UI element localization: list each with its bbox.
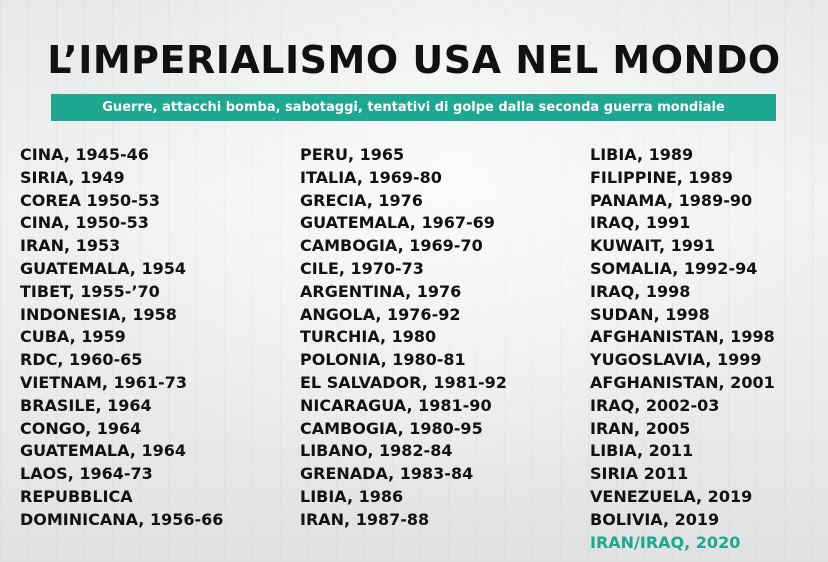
- list-item: FILIPPINE, 1989: [590, 167, 733, 187]
- list-item: VIETNAM, 1961-73: [20, 372, 187, 392]
- list-item: PANAMA, 1989-90: [590, 190, 753, 210]
- subtitle-text: Guerre, attacchi bomba, sabotaggi, tenta…: [102, 100, 725, 115]
- subtitle-banner: Guerre, attacchi bomba, sabotaggi, tenta…: [51, 94, 776, 121]
- list-item: REPUBBLICA: [20, 486, 133, 506]
- list-item: POLONIA, 1980-81: [300, 350, 466, 370]
- list-item: GUATEMALA, 1964: [20, 441, 186, 461]
- list-item: CAMBOGIA, 1969-70: [300, 236, 483, 256]
- list-item: IRAN, 1953: [20, 236, 121, 256]
- list-item: GRECIA, 1976: [300, 190, 423, 210]
- list-item: LAOS, 1964-73: [20, 464, 153, 484]
- list-item: CINA, 1950-53: [20, 213, 149, 233]
- list-item-highlighted: IRAN/IRAQ, 2020: [590, 532, 741, 552]
- list-item: LIBIA, 1989: [590, 145, 694, 164]
- list-item: IRAQ, 1998: [590, 281, 691, 301]
- list-item: CAMBOGIA, 1980-95: [300, 418, 483, 438]
- list-item: CUBA, 1959: [20, 327, 126, 347]
- list-item: GUATEMALA, 1954: [20, 258, 186, 278]
- list-item: YUGOSLAVIA, 1999: [590, 350, 762, 370]
- page-title: L’IMPERIALISMO USA NEL MONDO: [47, 38, 781, 82]
- list-item: GRENADA, 1983-84: [300, 464, 474, 484]
- list-item: BOLIVIA, 2019: [590, 509, 720, 529]
- list-item: IRAN, 2005: [590, 418, 691, 438]
- list-item: TIBET, 1955-’70: [20, 281, 160, 301]
- list-item: VENEZUELA, 2019: [590, 486, 753, 506]
- list-item: ITALIA, 1969-80: [300, 167, 442, 187]
- list-item: DOMINICANA, 1956-66: [20, 509, 224, 529]
- list-item: CINA, 1945-46: [20, 145, 149, 164]
- list-item: ARGENTINA, 1976: [300, 281, 462, 301]
- list-item: INDONESIA, 1958: [20, 304, 177, 324]
- list-item: SIRIA, 1949: [20, 167, 125, 187]
- list-item: BRASILE, 1964: [20, 395, 152, 415]
- list-item: SIRIA 2011: [590, 464, 689, 484]
- list-item: IRAN, 1987-88: [300, 509, 430, 529]
- list-item: LIBIA, 2011: [590, 441, 694, 461]
- list-item: GUATEMALA, 1967-69: [300, 213, 495, 233]
- list-item: SUDAN, 1998: [590, 304, 710, 324]
- list-item: PERU, 1965: [300, 145, 405, 164]
- list-item: RDC, 1960-65: [20, 350, 143, 370]
- list-item: COREA 1950-53: [20, 190, 160, 210]
- list-item: CILE, 1970-73: [300, 258, 424, 278]
- list-item: ANGOLA, 1976-92: [300, 304, 461, 324]
- list-item: TURCHIA, 1980: [300, 327, 437, 347]
- list-item: EL SALVADOR, 1981-92: [300, 372, 507, 392]
- list-item: LIBANO, 1982-84: [300, 441, 453, 461]
- list-item: IRAQ, 2002-03: [590, 395, 720, 415]
- list-column-2: PERU, 1965 ITALIA, 1969-80 GRECIA, 1976 GUA…: [300, 144, 507, 532]
- list-item: NICARAGUA, 1981-90: [300, 395, 492, 415]
- list-column-1: CINA, 1945-46 SIRIA, 1949 COREA 1950-53 CIN…: [20, 144, 223, 532]
- list-item: SOMALIA, 1992-94: [590, 258, 758, 278]
- list-item: LIBIA, 1986: [300, 486, 404, 506]
- list-item: AFGHANISTAN, 2001: [590, 372, 775, 392]
- list-item: AFGHANISTAN, 1998: [590, 327, 775, 347]
- list-item: IRAQ, 1991: [590, 213, 691, 233]
- list-item: CONGO, 1964: [20, 418, 142, 438]
- list-column-3: LIBIA, 1989 FILIPPINE, 1989 PANAMA, 1989-9…: [590, 144, 775, 554]
- list-item: KUWAIT, 1991: [590, 236, 716, 256]
